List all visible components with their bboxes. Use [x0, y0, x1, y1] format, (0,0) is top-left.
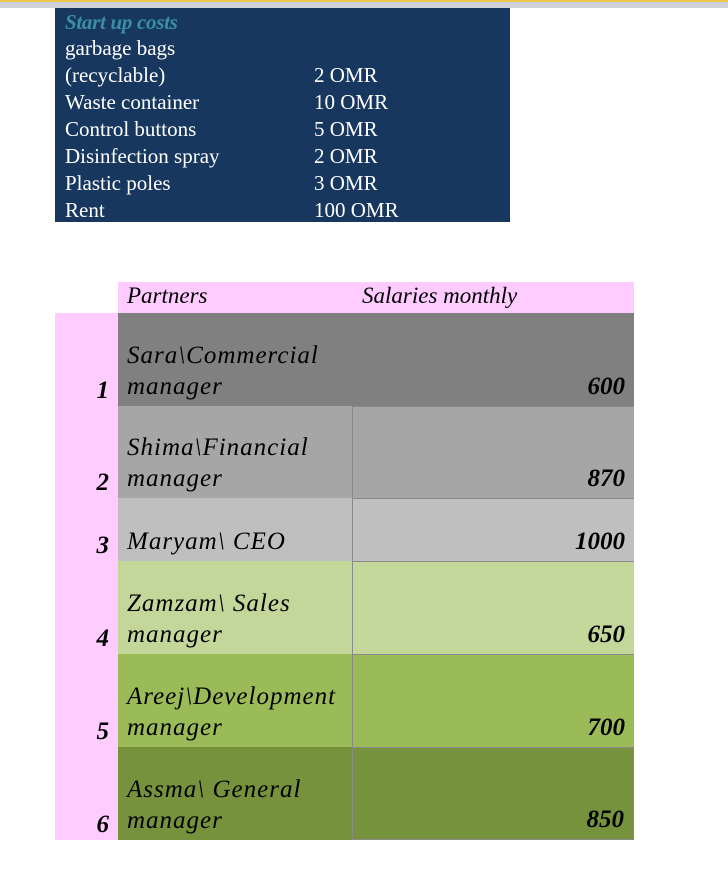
partner-name: Areej\Development manager	[127, 681, 336, 743]
partner-row: Areej\Development manager 700	[118, 654, 634, 747]
partner-name-line2: manager	[127, 714, 223, 741]
partner-row: Shima\Financial manager 870	[118, 406, 634, 498]
startup-costs-title: Start up costs	[65, 10, 178, 34]
partner-name-line1: Shima\Financial	[127, 434, 309, 461]
partner-name-line1: Assma\ General	[127, 776, 302, 803]
partner-name-line2: manager	[127, 621, 223, 648]
partner-salary-cell: 850	[352, 747, 634, 840]
partner-name-line2: manager	[127, 807, 223, 834]
partner-name-line1: Sara\Commercial	[127, 342, 319, 369]
partner-salary-cell: 1000	[352, 498, 634, 561]
partner-name-cell: Maryam\ CEO	[118, 498, 352, 561]
cost-label: Control buttons	[65, 117, 197, 141]
cost-row: (recyclable) 2 OMR	[65, 62, 505, 89]
row-index: 1	[96, 377, 110, 404]
cost-label: garbage bags	[65, 36, 176, 60]
salaries-header: Salaries monthly	[362, 283, 518, 308]
partner-salary: 870	[587, 465, 626, 492]
partner-name: Sara\Commercial manager	[127, 340, 319, 402]
row-index: 6	[96, 811, 110, 838]
row-index: 2	[96, 469, 110, 496]
cost-value: 100 OMR	[314, 198, 399, 222]
partner-name: Zamzam\ Sales manager	[127, 588, 291, 650]
cost-value: 10 OMR	[314, 90, 389, 114]
partner-name-cell: Shima\Financial manager	[118, 406, 352, 498]
index-column: 1 2 3 4 5 6	[55, 313, 118, 840]
partner-salary: 650	[587, 621, 626, 648]
partners-header: Partners	[127, 283, 208, 308]
cost-row: Control buttons 5 OMR	[65, 116, 505, 143]
cost-row: Plastic poles 3 OMR	[65, 170, 505, 197]
partner-name-cell: Areej\Development manager	[118, 654, 352, 747]
partner-name-cell: Assma\ General manager	[118, 747, 352, 840]
partner-row: Maryam\ CEO 1000	[118, 498, 634, 561]
cost-label: Rent	[65, 198, 105, 222]
top-border	[0, 0, 728, 2]
cost-value: 2 OMR	[314, 63, 378, 87]
partner-salary: 850	[586, 806, 625, 833]
cost-row: garbage bags	[65, 35, 505, 62]
cost-row: Rent 100 OMR	[65, 197, 505, 224]
partner-name: Assma\ General manager	[127, 774, 301, 836]
partner-row: Sara\Commercial manager 600	[118, 313, 634, 406]
partner-name-line1: Areej\Development	[127, 683, 337, 710]
partner-name: Shima\Financial manager	[127, 432, 309, 494]
cost-row: Waste container 10 OMR	[65, 89, 505, 116]
top-strip	[0, 2, 728, 8]
partner-name-line1: Zamzam\ Sales	[127, 590, 291, 617]
partner-salary-cell: 650	[352, 561, 634, 654]
cost-value: 3 OMR	[314, 171, 378, 195]
partner-name-line2: manager	[127, 373, 223, 400]
cost-value: 2 OMR	[314, 144, 378, 168]
partners-table-header: Partners Salaries monthly	[118, 282, 634, 313]
partner-name-cell: Zamzam\ Sales manager	[118, 561, 352, 654]
partner-salary-cell: 870	[352, 406, 634, 498]
row-index: 3	[96, 532, 110, 559]
cost-value: 5 OMR	[314, 117, 378, 141]
row-index: 5	[96, 718, 110, 745]
partner-name: Maryam\ CEO	[127, 526, 286, 557]
cost-label: Plastic poles	[65, 171, 171, 195]
partner-row: Assma\ General manager 850	[118, 747, 634, 840]
row-index: 4	[96, 625, 110, 652]
cost-label: Waste container	[65, 90, 200, 114]
startup-costs-table: Start up costs garbage bags (recyclable)…	[55, 8, 510, 222]
partner-name-line2: Maryam\ CEO	[127, 528, 286, 555]
partner-row: Zamzam\ Sales manager 650	[118, 561, 634, 654]
partner-salary: 1000	[575, 528, 625, 555]
partner-salary: 600	[587, 373, 626, 400]
partner-salary-cell: 700	[352, 654, 634, 747]
cost-row: Disinfection spray 2 OMR	[65, 143, 505, 170]
cost-label: (recyclable)	[65, 63, 166, 87]
partner-name-line2: manager	[127, 465, 223, 492]
cost-label: Disinfection spray	[65, 144, 220, 168]
partner-salary: 700	[587, 714, 626, 741]
